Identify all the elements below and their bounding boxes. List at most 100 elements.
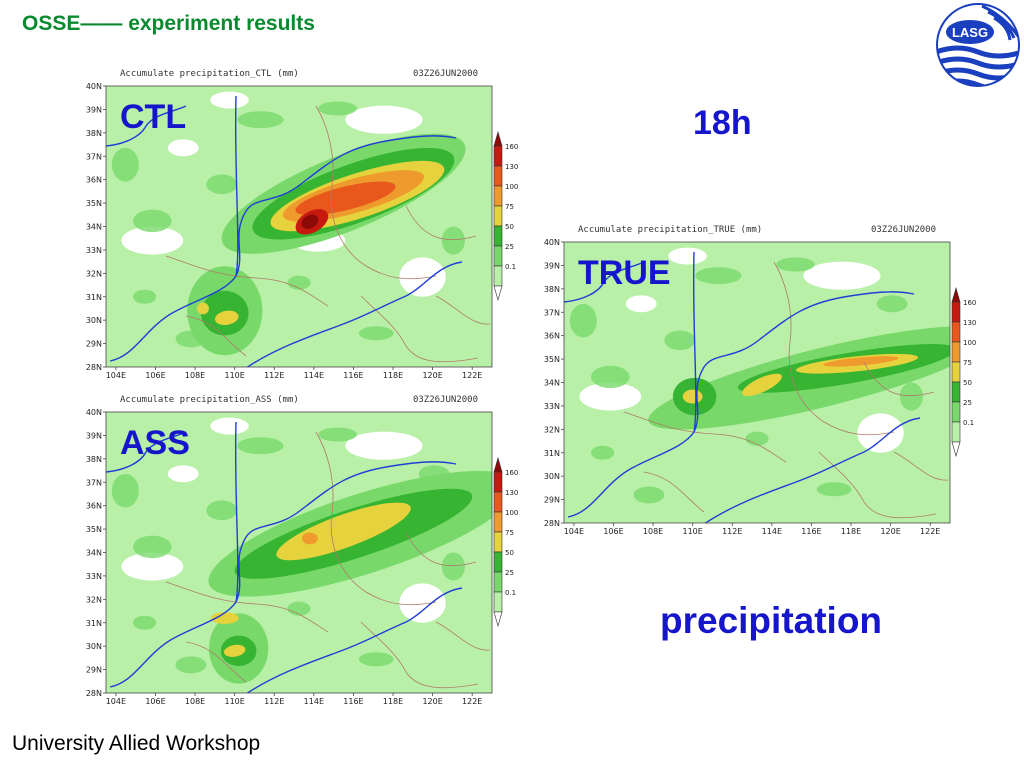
slide-title: OSSE—— experiment results xyxy=(22,12,315,35)
legend-swatch xyxy=(493,551,503,573)
legend-label: 160 xyxy=(963,299,976,307)
y-tick-label: 38N xyxy=(544,285,560,294)
panel-label: TRUE xyxy=(578,254,671,292)
y-tick-label: 30N xyxy=(544,472,560,481)
rain-cell xyxy=(301,532,318,545)
y-tick-label: 33N xyxy=(86,246,102,255)
x-tick-label: 104E xyxy=(106,697,126,706)
legend-swatch xyxy=(951,341,961,363)
x-tick-label: 110E xyxy=(225,371,245,380)
x-tick-label: 106E xyxy=(145,371,165,380)
y-tick-label: 36N xyxy=(544,332,560,341)
x-tick-label: 104E xyxy=(106,371,126,380)
ctl-map-panel: Accumulate precipitation_CTL (mm) 03Z26JU… xyxy=(80,66,524,386)
x-tick-label: 116E xyxy=(343,697,363,706)
province-borders xyxy=(165,105,491,363)
y-tick-label: 38N xyxy=(86,129,102,138)
y-tick-label: 36N xyxy=(86,176,102,185)
x-tick-label: 112E xyxy=(264,371,284,380)
x-tick-label: 110E xyxy=(225,697,245,706)
y-tick-label: 34N xyxy=(86,223,102,232)
legend-swatch xyxy=(493,491,503,513)
x-tick-label: 106E xyxy=(145,697,165,706)
legend-label: 75 xyxy=(963,359,972,367)
rain-cell xyxy=(823,356,899,367)
legend-swatch xyxy=(493,531,503,553)
legend-swatch xyxy=(493,205,503,227)
panel-label: ASS xyxy=(120,424,190,462)
y-tick-label: 28N xyxy=(86,689,102,698)
y-tick-label: 32N xyxy=(86,595,102,604)
legend-label: 0.1 xyxy=(963,419,974,427)
x-tick-label: 114E xyxy=(304,697,324,706)
y-tick-label: 36N xyxy=(86,502,102,511)
rain-cell xyxy=(276,502,411,561)
y-tick-label: 39N xyxy=(544,261,560,270)
variable-label: precipitation xyxy=(660,600,883,641)
rain-cell xyxy=(214,310,239,326)
legend-swatch xyxy=(493,571,503,593)
rain-cell xyxy=(301,214,319,230)
legend-label: 50 xyxy=(505,223,514,231)
x-tick-label: 116E xyxy=(343,371,363,380)
y-tick-label: 28N xyxy=(544,519,560,528)
legend-swatch xyxy=(493,511,503,533)
legend-label: 130 xyxy=(963,319,976,327)
legend-swatch xyxy=(951,361,961,383)
y-tick-label: 31N xyxy=(544,449,560,458)
x-tick-label: 110E xyxy=(683,527,703,536)
x-tick-label: 118E xyxy=(383,697,403,706)
legend-swatch xyxy=(951,381,961,403)
y-tick-label: 28N xyxy=(86,363,102,372)
x-tick-label: 114E xyxy=(762,527,782,536)
y-tick-label: 37N xyxy=(544,308,560,317)
legend-swatch xyxy=(951,401,961,423)
rain-cell xyxy=(295,181,396,216)
time-label: 18h xyxy=(693,104,752,142)
y-tick-label: 33N xyxy=(86,572,102,581)
y-tick-label: 38N xyxy=(86,455,102,464)
legend-label: 25 xyxy=(505,243,514,251)
map-timestamp: 03Z26JUN2000 xyxy=(413,395,478,405)
legend-label: 25 xyxy=(505,569,514,577)
rain-cell xyxy=(210,612,239,624)
legend-label: 160 xyxy=(505,469,518,477)
footer-text: University Allied Workshop xyxy=(12,732,261,755)
y-tick-label: 39N xyxy=(86,431,102,440)
true-map-panel: Accumulate precipitation_TRUE (mm) 03Z26J… xyxy=(538,222,982,542)
y-tick-label: 40N xyxy=(544,238,560,247)
x-tick-label: 120E xyxy=(422,371,442,380)
y-tick-label: 37N xyxy=(86,478,102,487)
map-timestamp: 03Z26JUN2000 xyxy=(413,69,478,79)
precip-map: Accumulate precipitation_TRUE (mm) 03Z26J… xyxy=(544,225,977,536)
legend-label: 100 xyxy=(505,509,518,517)
y-tick-label: 30N xyxy=(86,316,102,325)
x-tick-label: 122E xyxy=(920,527,940,536)
legend-label: 25 xyxy=(963,399,972,407)
province-borders xyxy=(623,261,949,519)
map-timestamp: 03Z26JUN2000 xyxy=(871,225,936,235)
legend-swatch xyxy=(493,225,503,247)
x-tick-label: 108E xyxy=(185,697,205,706)
x-tick-label: 120E xyxy=(422,697,442,706)
rain-cell xyxy=(682,389,703,404)
y-tick-label: 40N xyxy=(86,408,102,417)
rivers xyxy=(106,421,463,693)
legend-label: 50 xyxy=(505,549,514,557)
ass-map-panel: Accumulate precipitation_ASS (mm) 03Z26JU… xyxy=(80,392,524,712)
x-tick-label: 112E xyxy=(722,527,742,536)
province-borders xyxy=(165,431,491,689)
panel-label: CTL xyxy=(120,98,186,136)
legend-label: 100 xyxy=(963,339,976,347)
y-tick-label: 33N xyxy=(544,402,560,411)
x-tick-label: 112E xyxy=(264,697,284,706)
y-tick-label: 40N xyxy=(86,82,102,91)
legend-label: 130 xyxy=(505,163,518,171)
legend-label: 100 xyxy=(505,183,518,191)
y-tick-label: 29N xyxy=(86,340,102,349)
legend-label: 75 xyxy=(505,529,514,537)
y-tick-label: 29N xyxy=(86,666,102,675)
legend-swatch xyxy=(493,145,503,167)
precip-map: Accumulate precipitation_CTL (mm) 03Z26JU… xyxy=(86,69,519,380)
x-tick-label: 108E xyxy=(643,527,663,536)
